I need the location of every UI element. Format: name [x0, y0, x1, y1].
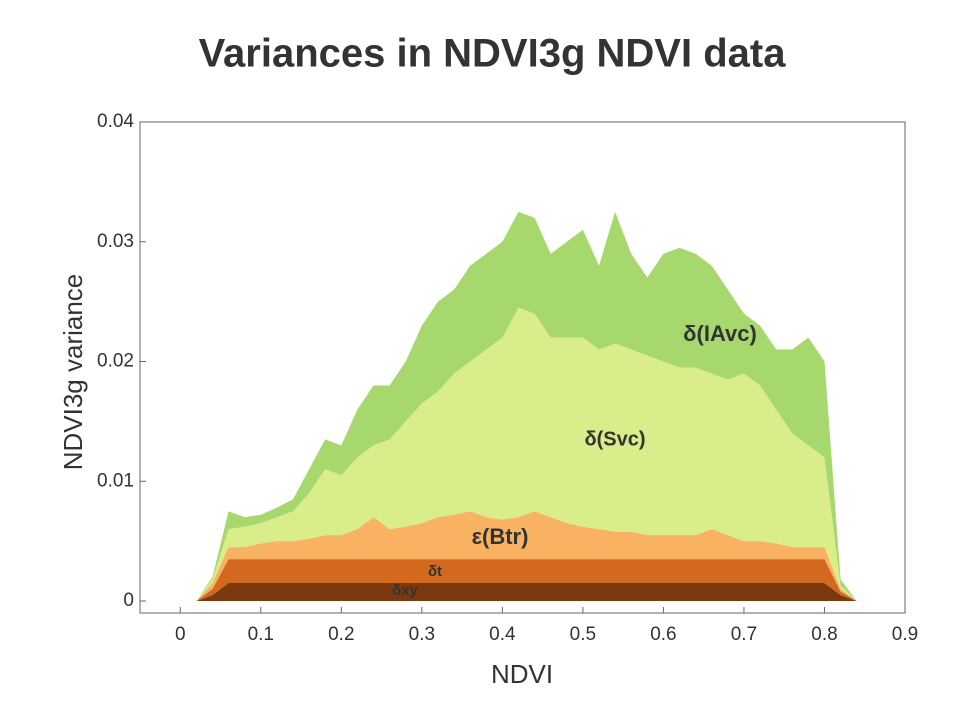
chart-title: Variances in NDVI3g NDVI data	[199, 32, 787, 76]
series-label: δt	[428, 563, 442, 580]
x-tick-label: 0.4	[489, 624, 516, 645]
y-tick-label: 0	[123, 590, 134, 611]
y-tick-label: 0.03	[97, 231, 134, 252]
x-tick-label: 0.7	[731, 624, 757, 645]
area	[196, 559, 857, 602]
series-label: δ(Svc)	[584, 428, 645, 450]
x-tick-label: 0.9	[892, 624, 918, 645]
area	[196, 583, 857, 602]
y-tick-label: 0.01	[97, 470, 134, 491]
series-label: δxy	[392, 582, 418, 599]
area	[196, 211, 857, 602]
x-axis-label: NDVI	[491, 659, 553, 689]
x-tick-label: 0.2	[328, 624, 354, 645]
x-tick-label: 0	[175, 624, 186, 645]
series-label: ε(Btr)	[472, 524, 529, 549]
series-label: δ(IAvc)	[683, 321, 757, 346]
y-axis-label: NDVI3g variance	[58, 274, 88, 471]
plot-frame	[139, 121, 906, 614]
x-tick-label: 0.8	[811, 624, 837, 645]
y-tick-label: 0.04	[97, 111, 134, 132]
y-tick-label: 0.02	[97, 351, 134, 372]
area	[196, 307, 857, 602]
area	[196, 511, 857, 602]
x-tick-label: 0.5	[570, 624, 596, 645]
x-tick-label: 0.3	[409, 624, 435, 645]
x-tick-label: 0.1	[248, 624, 274, 645]
x-tick-label: 0.6	[650, 624, 676, 645]
